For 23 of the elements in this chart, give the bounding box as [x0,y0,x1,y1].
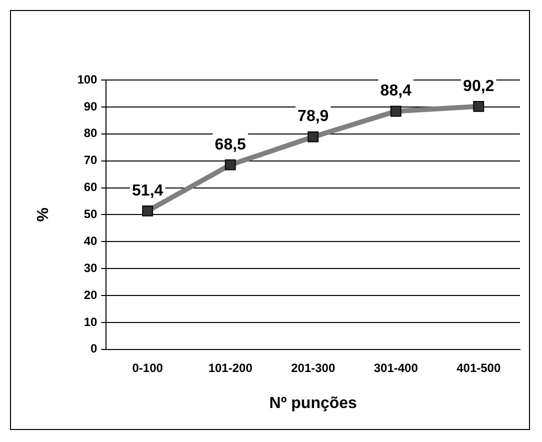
y-tick-label: 40 [84,234,98,248]
y-tick-label: 60 [84,180,98,194]
data-label: 88,4 [380,82,412,100]
y-tick-label: 70 [84,153,98,168]
y-tick-label: 20 [84,288,98,302]
y-tick-label: 0 [90,342,98,356]
data-label: 68,5 [214,136,246,154]
x-tick-label: 201-300 [291,360,336,375]
data-label: 78,9 [298,108,329,126]
y-tick-label: 90 [84,99,98,114]
y-tick-label: 30 [84,260,98,275]
y-tick-label: 50 [84,207,98,222]
y-tick-label: 80 [84,126,98,140]
y-axis-title: % [35,208,52,222]
data-label: 90,2 [463,78,494,95]
x-tick-label: 0-100 [132,360,164,375]
x-tick-label: 101-200 [208,360,253,375]
y-tick-label: 100 [77,72,98,86]
data-label: 51,4 [132,182,164,200]
x-tick-label: 301-400 [374,360,418,375]
x-tick-label: 401-500 [456,360,501,375]
x-axis-title: Nº punções [269,394,358,412]
y-tick-label: 10 [84,314,98,329]
